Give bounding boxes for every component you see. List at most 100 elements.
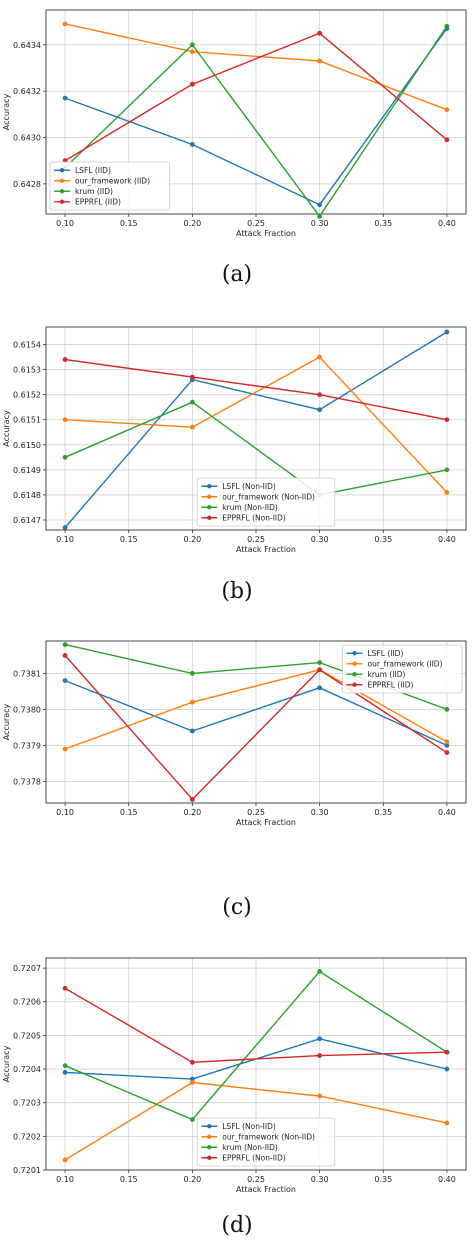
- plot-frame: [45, 640, 467, 804]
- data-point: [62, 454, 68, 460]
- data-point: [317, 407, 323, 413]
- panel-label: (a): [222, 262, 252, 287]
- x-tick-label: 0.30: [311, 1175, 329, 1184]
- data-point: [317, 1053, 323, 1058]
- x-tick-label: 0.35: [374, 1175, 392, 1184]
- legend-marker: [352, 651, 357, 656]
- x-tick-label: 0.20: [183, 535, 201, 544]
- data-point: [189, 699, 195, 705]
- panel-label: (d): [221, 1213, 252, 1238]
- series-1: [62, 329, 450, 530]
- data-point: [444, 23, 450, 29]
- legend-label: EPPRFL (Non-IID): [222, 1153, 286, 1162]
- data-point: [444, 417, 450, 423]
- y-tick-label: 0.7378: [13, 777, 41, 786]
- legend-marker: [207, 1134, 212, 1139]
- y-axis-label: Accuracy: [2, 93, 11, 130]
- x-tick-label: 0.30: [311, 219, 329, 228]
- legend-label: krum (IID): [368, 670, 406, 679]
- y-axis-label: Accuracy: [2, 410, 11, 447]
- chart-panel-4: 0.10 0.15 0.20 0.25 0.30 0.35 0.40 0.7201 0.7202…: [2, 957, 467, 1238]
- plot-frame: [45, 957, 467, 1171]
- x-tick-label: 0.40: [438, 808, 456, 817]
- data-point: [189, 1080, 195, 1085]
- legend-label: our_framework (Non-IID): [222, 492, 315, 501]
- legend-marker: [207, 1145, 212, 1150]
- series-4: [62, 30, 450, 164]
- panel-label: (c): [222, 895, 252, 920]
- x-axis-label: Attack Fraction: [236, 1185, 296, 1194]
- x-tick-label: 0.15: [120, 1175, 138, 1184]
- panel-label: (b): [221, 579, 252, 604]
- series-line: [64, 679, 448, 747]
- x-tick-label: 0.20: [183, 219, 201, 228]
- x-tick-label: 0.10: [56, 1175, 74, 1184]
- data-point: [444, 329, 450, 335]
- x-tick-label: 0.25: [247, 808, 265, 817]
- legend-marker: [352, 682, 357, 687]
- data-point: [189, 374, 195, 380]
- chart-panel-2: 0.10 0.15 0.20 0.25 0.30 0.35 0.40 0.6147 0.6148…: [2, 326, 467, 604]
- y-axis-label: Accuracy: [2, 1045, 11, 1082]
- series-4: [62, 985, 450, 1065]
- legend-label: LSFL (Non-IID): [222, 482, 276, 491]
- y-tick-label: 0.6430: [13, 134, 41, 143]
- x-tick-label: 0.20: [183, 1175, 201, 1184]
- data-point: [62, 95, 68, 101]
- legend-label: our_framework (IID): [368, 659, 443, 668]
- legend-label: our_framework (Non-IID): [222, 1132, 315, 1141]
- legend: LSFL (IID)our_framework (IID) krum (IID)E…: [342, 644, 463, 694]
- series-line: [64, 970, 448, 1121]
- legend-label: EPPRFL (Non-IID): [222, 513, 286, 522]
- legend-marker: [59, 168, 65, 173]
- data-point: [62, 1070, 68, 1075]
- data-point: [317, 1093, 323, 1099]
- x-tick-label: 0.30: [311, 535, 329, 544]
- series-line: [64, 669, 448, 750]
- x-tick-label: 0.25: [247, 219, 265, 228]
- legend-box: [49, 161, 170, 211]
- x-axis-label: Attack Fraction: [236, 545, 296, 554]
- data-point: [317, 685, 323, 691]
- y-tick-label: 0.7207: [13, 964, 41, 973]
- series-line: [64, 28, 448, 206]
- data-point: [317, 969, 323, 974]
- y-tick-label: 0.7206: [13, 998, 41, 1007]
- series-line: [64, 331, 448, 528]
- legend-marker: [207, 515, 212, 520]
- data-point: [444, 467, 450, 473]
- data-point: [189, 142, 195, 147]
- x-axis-label: Attack Fraction: [236, 229, 296, 238]
- data-point: [317, 660, 323, 665]
- legend-label: EPPRFL (IID): [75, 197, 121, 206]
- y-tick-label: 0.6434: [13, 41, 41, 50]
- y-tick-label: 0.6152: [13, 391, 41, 400]
- legend-box: [196, 1117, 336, 1167]
- legend: LSFL (Non-IID)our_framework (Non-IID) kru…: [196, 1117, 336, 1167]
- data-point: [317, 213, 323, 219]
- x-tick-label: 0.15: [120, 535, 138, 544]
- legend-label: krum (IID): [75, 187, 113, 196]
- data-point: [189, 1059, 195, 1065]
- data-point: [62, 525, 68, 530]
- legend-label: krum (Non-IID): [222, 503, 278, 512]
- data-point: [62, 985, 68, 991]
- x-tick-label: 0.15: [120, 219, 138, 228]
- data-point: [189, 424, 195, 430]
- series-line: [64, 654, 448, 801]
- y-axis-label: Accuracy: [2, 703, 11, 740]
- data-point: [444, 137, 450, 143]
- legend-label: LSFL (IID): [75, 166, 111, 175]
- y-tick-label: 0.7205: [13, 1031, 41, 1040]
- series-line: [64, 25, 448, 218]
- x-tick-label: 0.35: [374, 808, 392, 817]
- legend-label: EPPRFL (IID): [368, 680, 414, 689]
- data-point: [317, 202, 323, 208]
- data-point: [317, 392, 323, 398]
- data-point: [444, 1120, 450, 1126]
- y-tick-label: 0.6151: [13, 416, 41, 425]
- x-tick-label: 0.35: [374, 535, 392, 544]
- data-point: [62, 357, 68, 362]
- legend-marker: [352, 672, 357, 677]
